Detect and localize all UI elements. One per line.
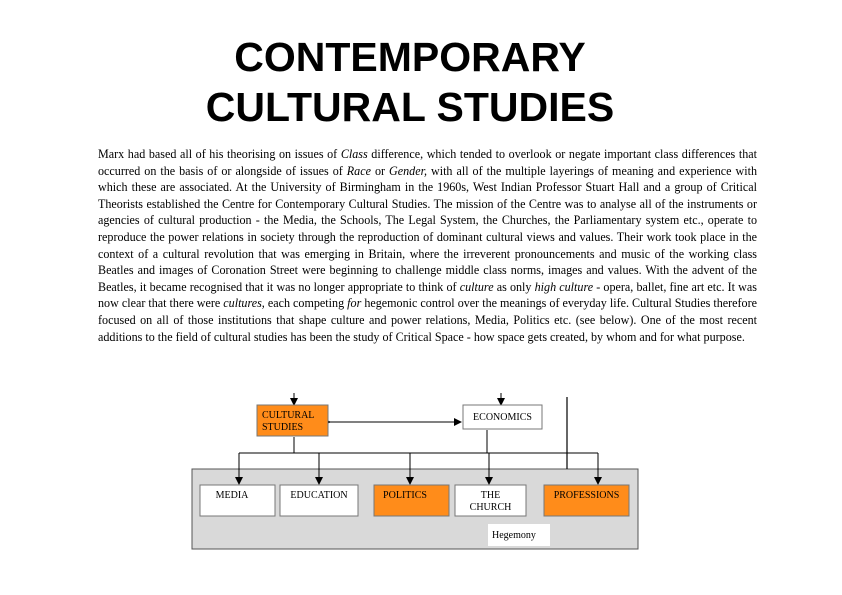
education-box: EDUCATION (279, 484, 359, 517)
hegemony-label-box: Hegemony (488, 524, 550, 546)
text-run: - opera, ballet, fine art etc. It was no… (98, 279, 757, 311)
emphasis-gender: Gender, (389, 163, 427, 178)
cultural-studies-box: CULTURAL STUDIES (256, 404, 329, 437)
text-run: hegemonic control over the meanings of e… (98, 296, 757, 344)
economics-label: ECONOMICS (473, 412, 532, 423)
title-line-1: CONTEMPORARY (234, 34, 586, 80)
cultural-studies-label-2: STUDIES (262, 422, 303, 433)
emphasis-culture: culture (459, 279, 494, 294)
text-run: or (370, 163, 390, 178)
emphasis-for: for (347, 296, 362, 311)
cultural-studies-label-1: CULTURAL (262, 410, 314, 421)
emphasis-cultures: cultures, (223, 296, 265, 311)
body-paragraph: Marx had based all of his theorising on … (98, 146, 757, 345)
church-label-1: THE (481, 490, 500, 501)
title-line-2: CULTURAL STUDIES (205, 84, 615, 130)
professions-label: PROFESSIONS (554, 490, 620, 501)
text-run: Marx had based all of his theorising on … (98, 147, 341, 161)
text-run: difference, which tended to overlook or … (98, 147, 757, 178)
politics-label: POLITICS (383, 490, 427, 501)
text-run: each competing (264, 296, 348, 311)
hegemony-label: Hegemony (492, 530, 536, 541)
text-run: as only (493, 279, 535, 294)
economics-box: ECONOMICS (462, 404, 543, 430)
emphasis-race: Race (346, 163, 371, 178)
emphasis-high-culture: high culture (534, 279, 594, 294)
text-run: with all of the multiple layerings of me… (98, 163, 757, 294)
professions-box: PROFESSIONS (543, 484, 630, 517)
media-box: MEDIA (199, 484, 276, 517)
church-box: THE CHURCH (454, 484, 527, 517)
emphasis-class: Class (340, 147, 368, 161)
page-title: CONTEMPORARY CULTURAL STUDIES (0, 32, 820, 132)
church-label-2: CHURCH (470, 502, 512, 513)
media-label: MEDIA (216, 490, 250, 501)
politics-box: POLITICS (373, 484, 450, 517)
education-label: EDUCATION (290, 490, 347, 501)
